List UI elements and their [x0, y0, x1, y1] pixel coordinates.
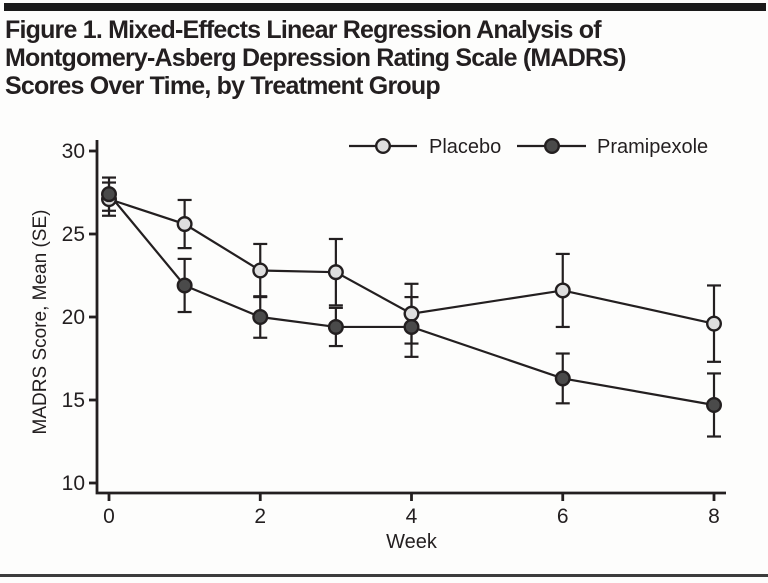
top-rule [4, 3, 766, 11]
figure-title-line: Montgomery-Asberg Depression Rating Scal… [5, 44, 626, 72]
data-point-placebo-week-8 [706, 315, 723, 332]
axes [95, 140, 726, 495]
x-tick-label: 2 [254, 505, 266, 528]
legend-item-pramipexole: Pramipexole [517, 136, 708, 158]
x-tick-label: 0 [103, 505, 115, 528]
figure-title-line: Scores Over Time, by Treatment Group [5, 72, 441, 100]
series-markers-placebo [100, 191, 723, 332]
data-point-placebo-week-2 [252, 262, 269, 279]
figure-title-line: Figure 1. Mixed-Effects Linear Regressio… [5, 16, 602, 44]
data-point-placebo-week-6 [554, 282, 571, 299]
x-tick-label: 4 [406, 505, 418, 528]
data-point-pramipexole-week-4 [403, 318, 420, 335]
data-point-pramipexole-week-3 [327, 318, 344, 335]
legend: Placebo Pramipexole [349, 136, 708, 158]
y-tick-label: 10 [62, 472, 85, 495]
x-axis-title: Week [386, 531, 438, 553]
legend-marker [375, 137, 392, 154]
x-tick-label: 8 [708, 505, 720, 528]
data-point-pramipexole-week-1 [176, 277, 193, 294]
y-tick-label: 30 [62, 140, 85, 163]
y-tick-label: 20 [62, 306, 85, 329]
data-point-placebo-week-1 [176, 216, 193, 233]
data-point-placebo-week-3 [327, 264, 344, 281]
legend-marker [544, 137, 561, 154]
series-markers-pramipexole [100, 186, 723, 413]
y-tick-label: 25 [62, 223, 85, 246]
legend-label: Pramipexole [597, 136, 708, 158]
bottom-rule [0, 574, 768, 577]
data-point-placebo-week-4 [403, 305, 420, 322]
legend-label: Placebo [429, 136, 501, 158]
figure-title: Figure 1. Mixed-Effects Linear Regressio… [5, 16, 765, 100]
data-point-pramipexole-week-0 [100, 186, 117, 203]
legend-item-placebo: Placebo [349, 136, 501, 158]
x-tick-label: 6 [557, 505, 569, 528]
data-point-pramipexole-week-8 [706, 396, 723, 413]
data-point-pramipexole-week-6 [554, 370, 571, 387]
y-tick-label: 15 [62, 389, 85, 412]
data-point-pramipexole-week-2 [252, 309, 269, 326]
y-axis-title: MADRS Score, Mean (SE) [30, 210, 51, 435]
